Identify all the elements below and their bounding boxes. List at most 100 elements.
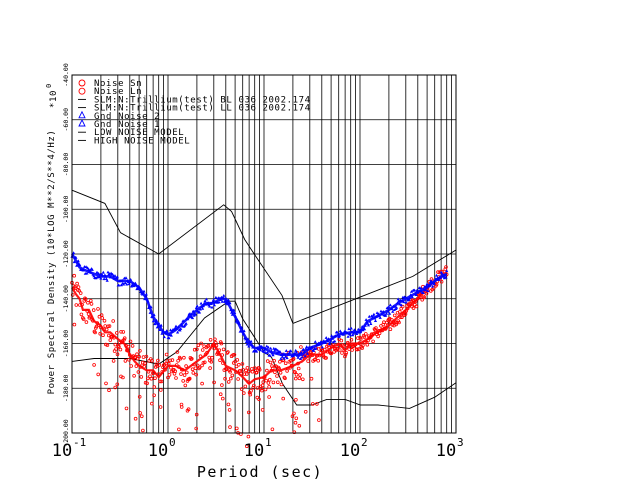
data-point <box>284 355 288 358</box>
data-point <box>387 305 391 308</box>
data-point <box>339 338 344 343</box>
data-point <box>162 335 166 339</box>
data-point <box>210 355 214 360</box>
data-point <box>444 275 448 279</box>
data-point <box>246 337 250 341</box>
data-point <box>275 374 279 378</box>
data-point <box>380 328 385 333</box>
y-tick-label: -180.00 <box>62 374 70 401</box>
data-point <box>84 265 88 268</box>
data-point <box>158 328 162 331</box>
data-point <box>202 301 206 305</box>
data-point <box>225 299 229 303</box>
data-point <box>142 364 147 369</box>
y-axis-label: Power Spectral Density (10*LOG M**2/S**4… <box>47 130 57 395</box>
data-point <box>363 324 367 327</box>
data-point <box>228 369 232 374</box>
data-point <box>226 402 231 407</box>
data-point <box>280 355 284 358</box>
data-point <box>154 318 159 322</box>
data-point <box>306 359 310 363</box>
y-multiplier: *10 0 <box>45 83 59 108</box>
data-point <box>362 335 367 339</box>
data-point <box>360 325 364 328</box>
data-point <box>259 386 264 391</box>
data-point <box>407 297 411 301</box>
data-point <box>75 281 79 286</box>
data-point <box>235 426 239 431</box>
data-point <box>390 307 394 310</box>
data-point <box>208 366 212 370</box>
data-point <box>123 281 127 285</box>
data-point <box>413 299 418 304</box>
data-point <box>421 291 425 294</box>
data-point <box>262 348 266 352</box>
data-point <box>363 332 368 336</box>
data-point <box>106 324 110 329</box>
data-point <box>443 267 448 271</box>
data-point <box>88 268 92 272</box>
data-point <box>152 313 156 317</box>
data-point <box>350 330 354 333</box>
data-point <box>316 358 321 363</box>
data-point <box>217 300 221 304</box>
data-point <box>169 333 173 337</box>
legend-label: Noise Ln <box>94 87 142 97</box>
data-point <box>81 317 86 321</box>
data-point <box>388 327 393 332</box>
data-point <box>327 337 331 340</box>
data-point <box>229 308 233 312</box>
data-point <box>310 402 315 406</box>
data-point <box>204 297 209 301</box>
data-point <box>270 366 275 371</box>
data-point <box>331 340 335 344</box>
data-point <box>300 355 304 359</box>
data-point <box>337 348 342 352</box>
data-point <box>135 352 139 357</box>
data-point <box>155 325 159 329</box>
data-point <box>99 325 103 330</box>
data-point <box>84 320 89 324</box>
data-point <box>263 387 268 392</box>
data-point <box>78 291 83 295</box>
data-point <box>357 341 362 346</box>
data-point <box>351 333 355 337</box>
data-point <box>272 358 276 363</box>
data-point <box>348 333 353 337</box>
data-point <box>125 282 129 286</box>
data-point <box>89 298 93 303</box>
data-point <box>211 300 215 303</box>
data-point <box>418 294 422 299</box>
x-tick-label: 10 1 <box>244 436 272 461</box>
x-tick-labels: 10 -1 10 0 10 1 10 2 10 3 <box>52 436 464 461</box>
data-point <box>161 329 166 333</box>
data-point <box>128 353 132 357</box>
data-point <box>181 379 186 383</box>
data-point <box>179 327 183 330</box>
data-point <box>240 362 245 366</box>
data-point <box>358 337 363 341</box>
data-point <box>74 303 79 307</box>
data-point <box>318 342 322 346</box>
data-point <box>237 362 241 367</box>
data-point <box>96 307 100 311</box>
data-point <box>224 301 228 305</box>
data-point <box>285 356 289 360</box>
data-point <box>200 363 204 368</box>
data-point <box>344 350 349 355</box>
data-point <box>294 397 298 402</box>
data-point <box>100 316 105 320</box>
data-point <box>243 384 248 389</box>
data-point <box>337 334 342 338</box>
data-point <box>432 282 436 286</box>
data-point <box>78 303 82 307</box>
data-point <box>275 380 280 385</box>
data-point <box>76 285 81 289</box>
data-point <box>185 370 189 375</box>
data-point <box>159 323 163 327</box>
data-point <box>72 251 76 254</box>
data-point <box>410 295 414 299</box>
x-tick-base: 10 <box>52 441 72 461</box>
data-point <box>88 314 92 319</box>
